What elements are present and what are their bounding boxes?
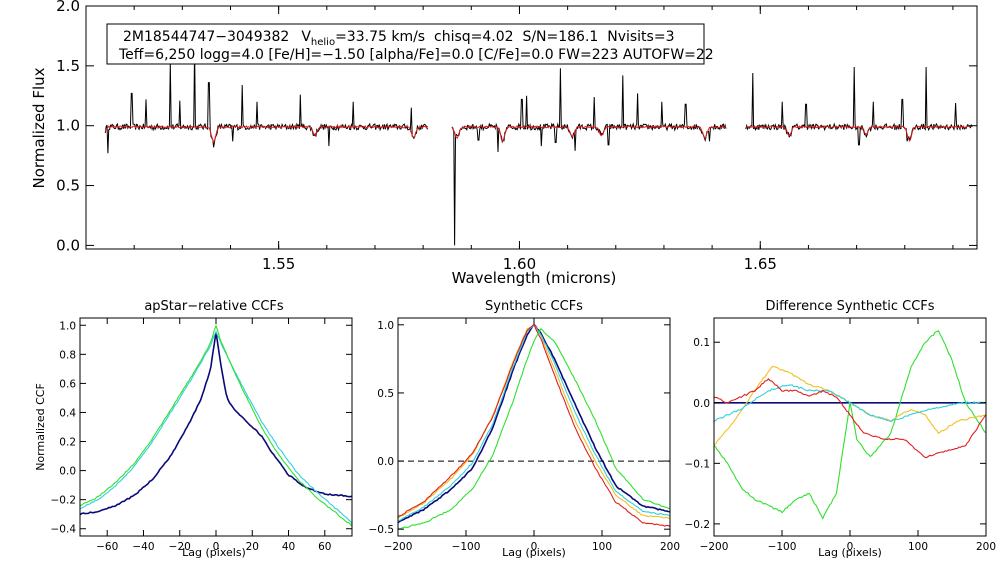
x-tick-label: −40 <box>132 541 154 553</box>
y-tick-label: 0.6 <box>59 378 76 390</box>
y-tick-label: 0.0 <box>59 466 76 478</box>
apstar-ccf-x-axis-label: Lag (pixels) <box>182 546 246 559</box>
observed-spectrum-segment <box>104 46 429 154</box>
y-tick-label: 1.0 <box>377 320 394 332</box>
x-tick-label: 20 <box>246 541 259 553</box>
synthetic-ccf-title: Synthetic CCFs <box>485 299 583 314</box>
vhelio-symbol: V <box>301 29 311 45</box>
x-tick-label: −60 <box>96 541 118 553</box>
x-tick-label: −200 <box>700 541 729 553</box>
series-navy <box>397 323 671 524</box>
y-tick-label: −0.1 <box>685 458 711 470</box>
x-tick-label: 40 <box>282 541 295 553</box>
apstar-ccf-curves <box>79 324 353 527</box>
stellar-parameters: Teff=6,250 logg=4.0 [Fe/H]=−1.50 [alpha/… <box>118 47 714 63</box>
series-red <box>397 323 671 527</box>
y-tick-label: −0.2 <box>51 495 77 507</box>
y-tick-label: 0.0 <box>56 236 80 254</box>
x-tick-label: 0 <box>847 541 854 553</box>
series-yellow <box>397 324 671 520</box>
observed-spectrum-segment <box>745 66 973 146</box>
y-tick-label: 0.8 <box>59 349 76 361</box>
apstar-ccf-title: apStar−relative CCFs <box>144 299 284 314</box>
model-spectrum-segment <box>745 124 973 142</box>
difference-ccf-panel: Difference Synthetic CCFs −200 −100 0 100 20… <box>685 299 997 559</box>
series-red <box>713 378 987 459</box>
y-tick-label: 0.5 <box>377 388 394 400</box>
y-tick-label: −0.4 <box>51 524 77 536</box>
info-line-1: 2M18544747−3049382 Vhelio=33.75 km/s chis… <box>123 29 674 48</box>
spectrum-y-axis-label: Normalized Flux <box>30 67 48 188</box>
info-box <box>106 23 705 65</box>
x-tick-label: −20 <box>169 541 191 553</box>
difference-ccf-x-axis-label: Lag (pixels) <box>818 546 882 559</box>
spectrum-x-axis-label: Wavelength (microns) <box>452 269 617 287</box>
series-cyan <box>713 384 987 423</box>
x-tick-label: 200 <box>976 541 996 553</box>
y-tick-label: 0.2 <box>59 437 76 449</box>
spectrum-plot-frame <box>85 5 978 250</box>
model-spectrum-segment <box>104 125 429 144</box>
series-green <box>397 327 671 530</box>
y-tick-label: −0.2 <box>685 519 711 531</box>
series-green <box>79 324 353 527</box>
y-tick-label: 1.0 <box>59 320 76 332</box>
spectrum-panel: 1.55 1.60 1.65 0.0 0.5 1.0 1.5 2.0 2M18544747−3… <box>30 0 978 287</box>
x-tick-label: 100 <box>908 541 928 553</box>
difference-ccf-curves <box>713 330 987 520</box>
x-tick-label: 200 <box>660 541 680 553</box>
model-spectrum-segment <box>451 125 727 143</box>
y-tick-label: 0.0 <box>377 456 394 468</box>
x-tick-label: −100 <box>768 541 797 553</box>
y-tick-label: 0.1 <box>693 337 710 349</box>
difference-ccf-frame <box>713 317 987 537</box>
series-cyan <box>397 323 671 522</box>
star-id: 2M18544747−3049382 <box>123 29 289 45</box>
x-tick-label: 0 <box>531 541 538 553</box>
difference-ccf-ticks: −200 −100 0 100 200 −0.2 −0.1 0.0 0.1 <box>685 318 996 553</box>
apstar-ccf-ticks: −60 −40 −20 0 20 40 60 −0.4 −0.2 0.0 0.2 0.4 0.6 0.8 1… <box>51 318 352 553</box>
vhelio-subscript: helio <box>311 37 335 48</box>
x-tick-label: 60 <box>318 541 331 553</box>
y-tick-label: 0.5 <box>56 177 80 195</box>
y-tick-label: 0.0 <box>693 398 710 410</box>
spectrum-ticks: 1.55 1.60 1.65 0.0 0.5 1.0 1.5 2.0 <box>56 0 977 273</box>
x-tick-label: 1.60 <box>503 255 536 273</box>
y-tick-label: 1.0 <box>56 117 80 135</box>
x-tick-label: 100 <box>592 541 612 553</box>
y-tick-label: 2.0 <box>56 0 80 15</box>
y-tick-label: −0.5 <box>369 524 395 536</box>
x-tick-label: 1.55 <box>262 255 295 273</box>
apstar-ccf-y-axis-label: Normalized CCF <box>34 383 47 471</box>
difference-ccf-title: Difference Synthetic CCFs <box>765 299 934 314</box>
x-tick-label: 0 <box>213 541 220 553</box>
series-green <box>713 330 987 520</box>
synthetic-ccf-ticks: −200 −100 0 100 200 −0.5 0.0 0.5 1.0 <box>369 318 680 553</box>
y-tick-label: 0.4 <box>59 407 76 419</box>
x-tick-label: −100 <box>452 541 481 553</box>
series-cyan <box>79 330 353 524</box>
spectrum-curves <box>104 46 973 246</box>
synthetic-ccf-curves <box>397 323 671 530</box>
synthetic-ccf-panel: Synthetic CCFs −200 −100 0 100 200 −0.5 0.0 0.5… <box>369 299 681 559</box>
x-tick-label: 1.65 <box>744 255 777 273</box>
apstar-ccf-panel: apStar−relative CCFs −60 −40 −20 0 20 40 60 −0.… <box>34 299 353 559</box>
y-tick-label: 1.5 <box>56 57 80 75</box>
synthetic-ccf-x-axis-label: Lag (pixels) <box>502 546 566 559</box>
synthetic-ccf-frame <box>397 317 671 537</box>
observed-spectrum-segment <box>451 68 727 246</box>
spectrum-stats: =33.75 km/s chisq=4.02 S/N=186.1 Nvisits… <box>335 29 674 45</box>
x-tick-label: −200 <box>384 541 413 553</box>
